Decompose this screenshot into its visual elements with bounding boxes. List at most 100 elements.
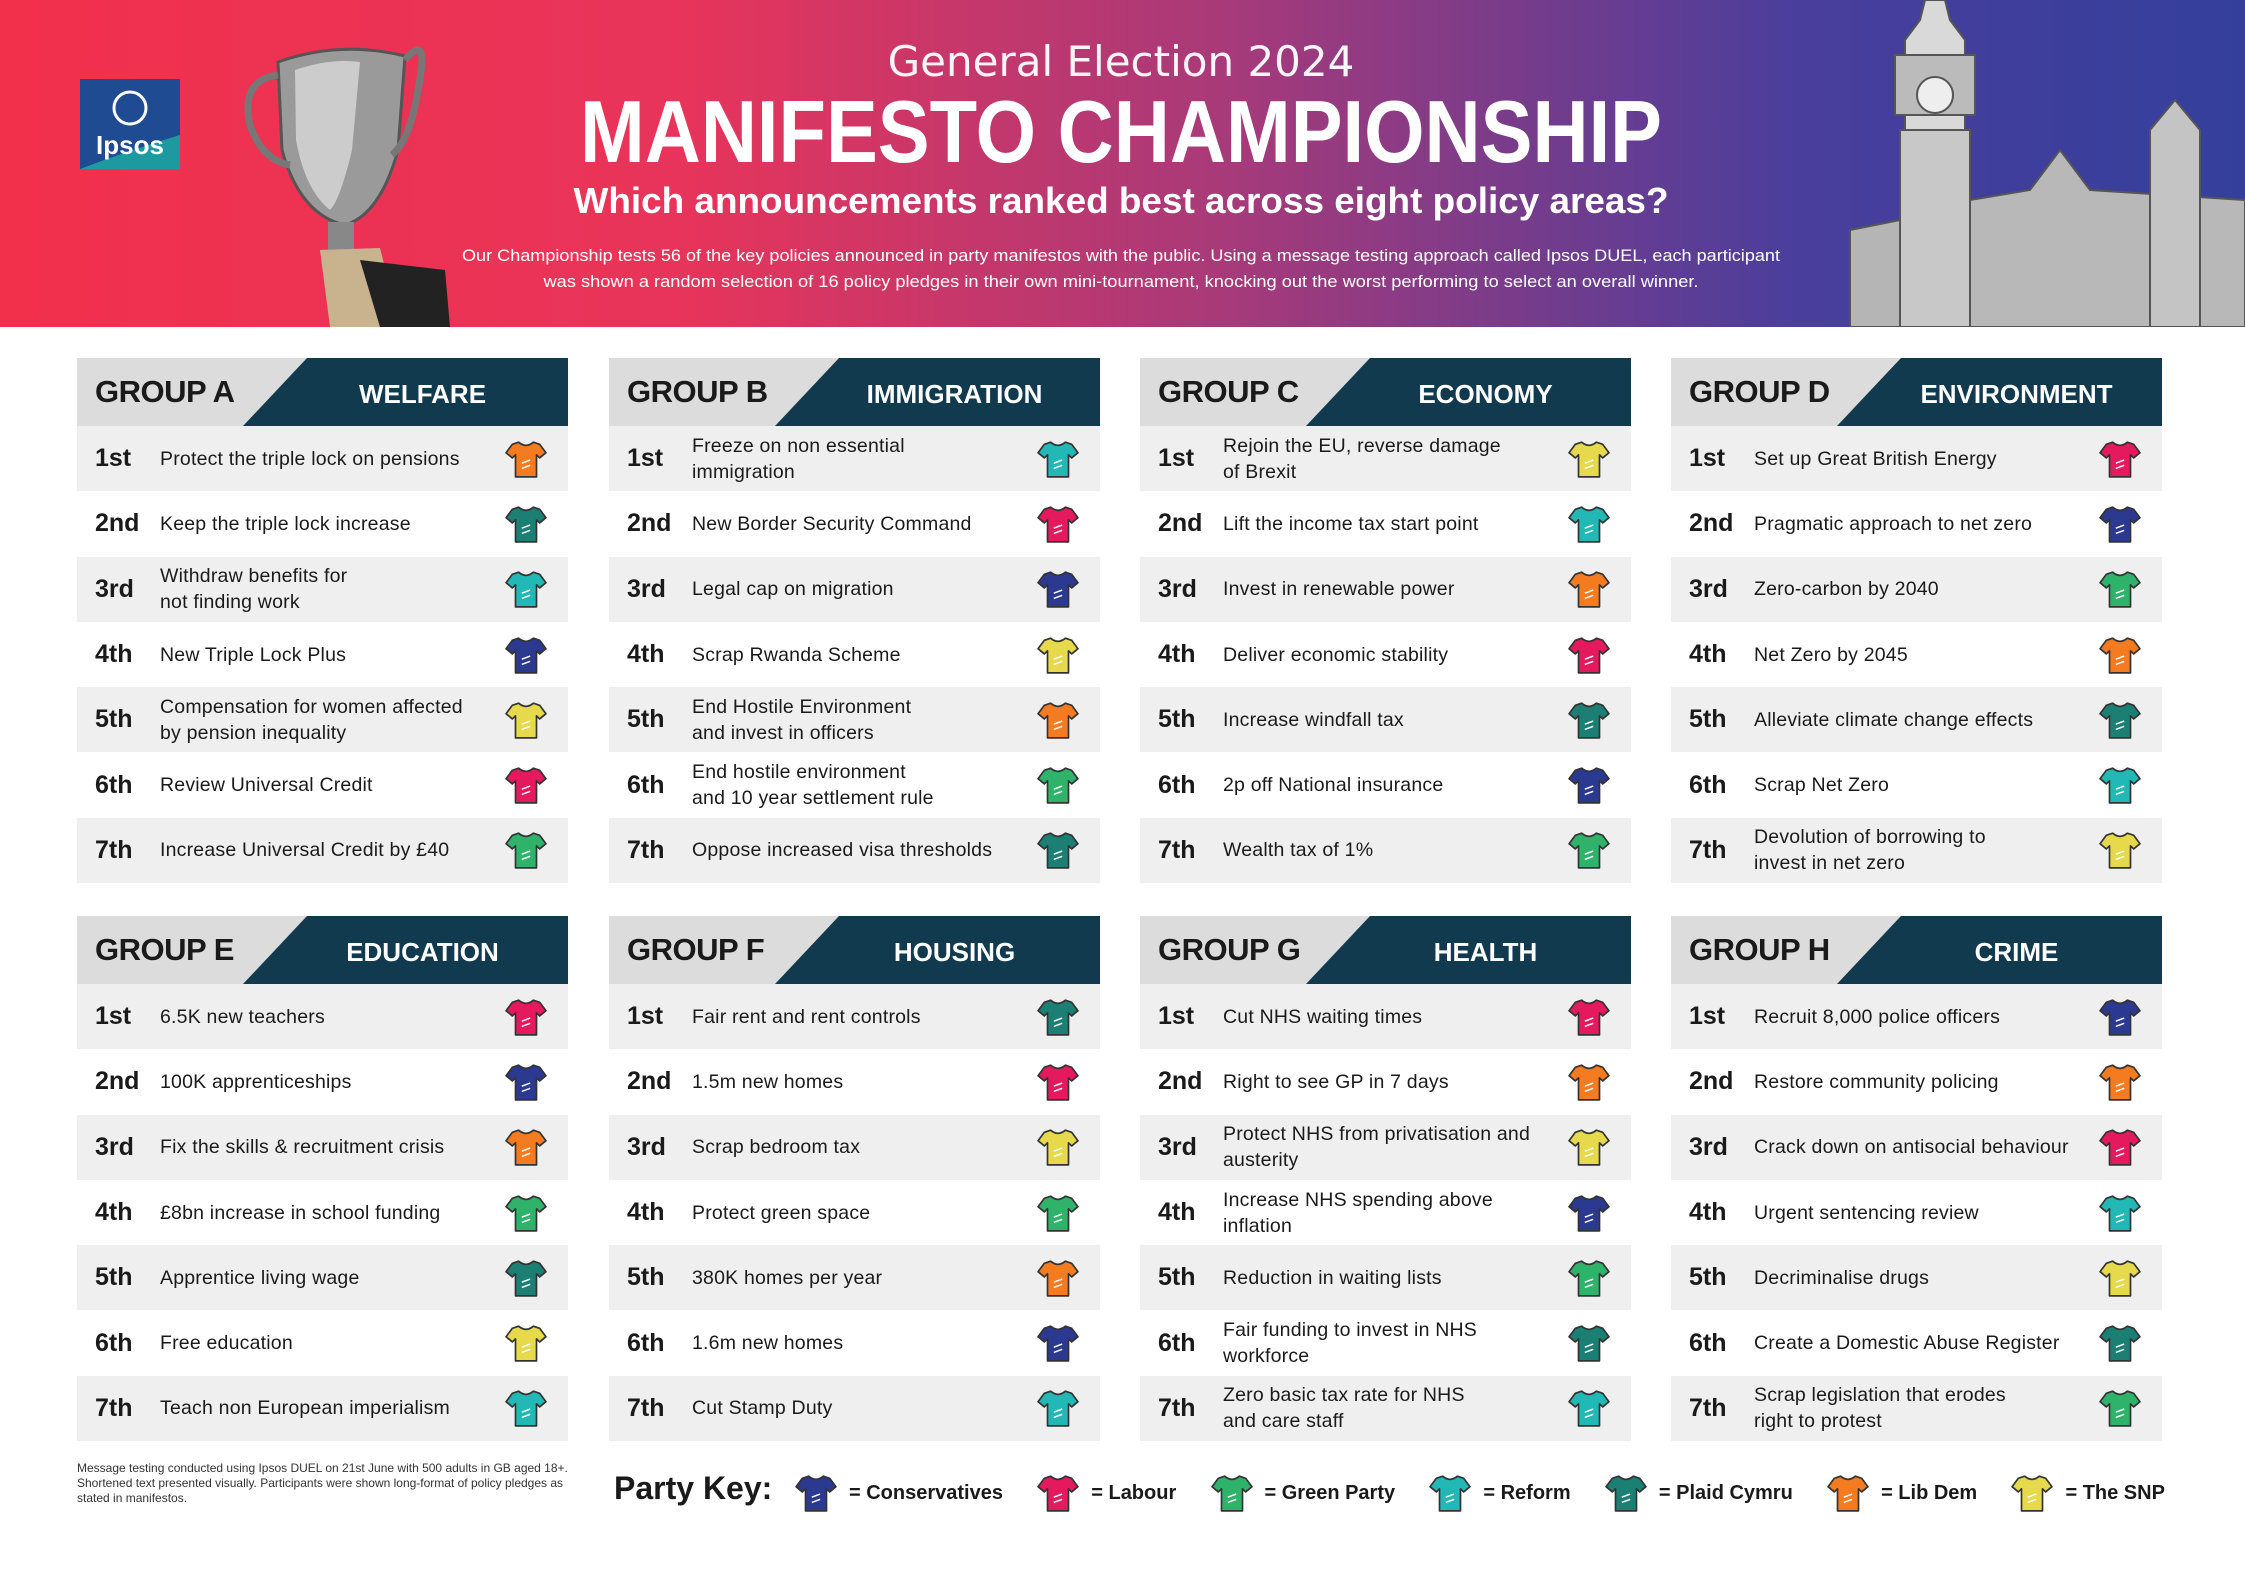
policy-row: 4th Increase NHS spending above inflation	[1140, 1180, 1631, 1245]
policy-text: Reduction in waiting lists	[1223, 1266, 1442, 1289]
shirt-body	[1037, 636, 1079, 674]
group-header: GROUP G HEALTH	[1140, 916, 1631, 984]
shirt-stripe	[521, 524, 531, 535]
party-shirt	[1037, 1194, 1079, 1232]
policy-row: 3rd Withdraw benefits for not finding wor…	[77, 556, 568, 622]
shirt-body	[505, 1129, 547, 1166]
party-shirt	[1037, 1129, 1079, 1166]
rank: 3rd	[1689, 574, 1728, 603]
policy-text: Cut NHS waiting times	[1223, 1005, 1423, 1028]
party-shirt	[1568, 1260, 1610, 1297]
policy-row: 4th Scrap Rwanda Scheme	[609, 622, 1100, 687]
party-shirt	[1568, 1325, 1610, 1362]
shirt-body	[795, 1475, 837, 1512]
rank: 6th	[1158, 770, 1196, 799]
party-shirt	[1037, 999, 1079, 1036]
topic-band	[775, 916, 1100, 984]
policy-text: 6.5K new teachers	[160, 1005, 325, 1028]
logo-text: Ipsos	[96, 130, 164, 160]
policy-row: 2nd Keep the triple lock increase	[77, 491, 568, 556]
shirt-body	[1827, 1475, 1869, 1512]
policy-row: 3rd Invest in renewable power	[1140, 556, 1631, 622]
policy-text: 1.6m new homes	[692, 1332, 844, 1355]
policy-text: Compensation for women affected by pensi…	[160, 695, 463, 744]
shirt-stripe	[1584, 720, 1594, 730]
shirt-stripe	[1053, 1408, 1063, 1419]
group: GROUP G HEALTH 1st Cut NHS waiting times 2nd…	[1140, 916, 1631, 1442]
shirt-body	[1568, 832, 1610, 870]
shirt-stripe	[1584, 1082, 1594, 1093]
shirt-stripe	[1584, 1212, 1594, 1223]
shirt-stripe	[1053, 459, 1063, 469]
rank: 3rd	[95, 574, 134, 603]
group-header: GROUP B IMMIGRATION	[609, 358, 1100, 426]
rank: 5th	[627, 1263, 665, 1292]
shirt-stripe	[1053, 785, 1063, 796]
party-name: = Labour	[1091, 1481, 1177, 1504]
policy-text: Protect green space	[692, 1201, 871, 1224]
rank: 3rd	[95, 1132, 134, 1161]
policy-row: 2nd Lift the income tax start point	[1140, 491, 1631, 556]
trophy-illustration	[244, 46, 450, 327]
party-shirt	[505, 767, 547, 804]
party-shirt	[1037, 832, 1079, 870]
party-name: = Green Party	[1264, 1481, 1396, 1504]
policy-row: 5th Compensation for women affected by pe…	[77, 687, 568, 753]
big-ben-illustration	[1849, 0, 2245, 327]
group-header: GROUP A WELFARE	[77, 358, 568, 426]
party-shirt	[1037, 636, 1079, 674]
rank: 3rd	[1158, 1132, 1197, 1161]
policy-row: 6th 1.6m new homes	[609, 1310, 1100, 1375]
policy-text: 1.5m new homes	[692, 1070, 844, 1093]
shirt-stripe	[1053, 589, 1063, 600]
group-topic: CRIME	[1974, 937, 2059, 967]
policy-row: 6th 2p off National insurance	[1140, 752, 1631, 817]
policy-row: 7th Scrap legislation that erodes right t…	[1671, 1375, 2162, 1442]
shirt-stripe	[2115, 1017, 2125, 1027]
rank: 4th	[627, 1198, 665, 1227]
topic-band	[243, 358, 568, 426]
shirt-body	[1037, 1475, 1080, 1512]
shirt-body	[2011, 1475, 2054, 1512]
policy-row: 5th End Hostile Environment and invest in…	[609, 687, 1100, 753]
policy-text: Alleviate climate change effects	[1754, 708, 2034, 731]
party-shirt	[1568, 702, 1610, 739]
shirt-stripe	[1053, 654, 1063, 665]
policy-row: 1st 6.5K new teachers	[77, 984, 568, 1050]
policy-text: Free education	[160, 1332, 293, 1355]
shirt-body	[2099, 1129, 2141, 1166]
shirt-body	[1568, 1325, 1610, 1362]
shirt-body	[2099, 999, 2141, 1036]
shirt-stripe	[1584, 1408, 1594, 1419]
policy-text: Legal cap on migration	[692, 578, 894, 601]
rank: 4th	[1689, 1198, 1727, 1227]
rank: 7th	[95, 1393, 133, 1422]
rank: 5th	[1689, 705, 1727, 734]
party-shirt	[2099, 767, 2141, 804]
eyebrow: General Election 2024	[888, 37, 1355, 86]
rank: 2nd	[1158, 509, 1203, 538]
shirt-body	[1037, 441, 1079, 478]
shirt-stripe	[2115, 524, 2125, 535]
policy-row: 5th 380K homes per year	[609, 1245, 1100, 1311]
shirt-body	[1568, 571, 1610, 608]
rank: 2nd	[1689, 1067, 1734, 1096]
rank: 5th	[1158, 705, 1196, 734]
shirt-body	[1037, 999, 1079, 1036]
rank: 6th	[1689, 770, 1727, 799]
party-shirt	[2099, 1064, 2141, 1101]
policy-row: 7th Increase Universal Credit by £40	[77, 817, 568, 884]
policy-text: Deliver economic stability	[1223, 643, 1449, 666]
shirt-body	[505, 636, 547, 674]
policy-text: 2p off National insurance	[1223, 774, 1444, 797]
party-shirt	[1037, 571, 1079, 608]
group-header-shape	[243, 358, 568, 426]
group-header-shape	[1306, 358, 1631, 426]
rank: 2nd	[1689, 509, 1734, 538]
policy-text: Scrap Net Zero	[1754, 774, 1890, 797]
group-topic: IMMIGRATION	[866, 379, 1043, 409]
party-shirt	[505, 1390, 547, 1428]
shirt-body	[2099, 1194, 2141, 1232]
party-shirt	[505, 1325, 547, 1362]
policy-row: 2nd New Border Security Command	[609, 491, 1100, 556]
